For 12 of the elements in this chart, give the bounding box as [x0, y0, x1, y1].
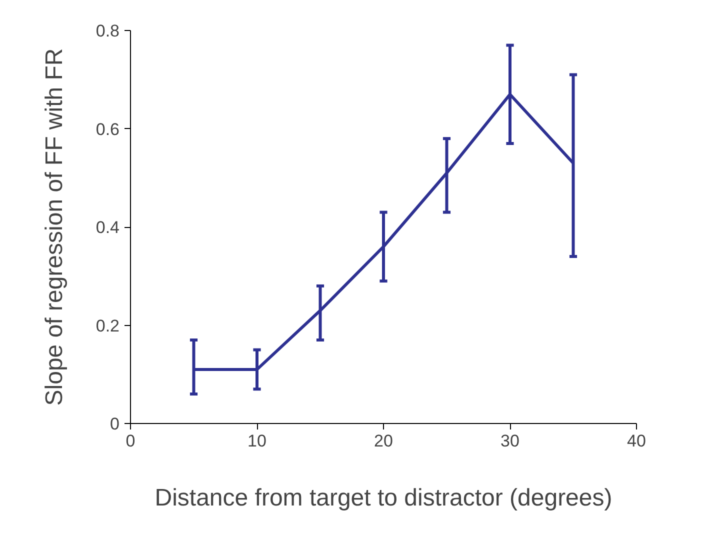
y-tick-label: 0.6 — [96, 120, 120, 139]
x-axis-title: Distance from target to distractor (degrees) — [154, 484, 612, 512]
x-tick-label: 0 — [126, 432, 136, 450]
y-tick-label: 0.2 — [96, 316, 120, 336]
y-tick-label: 0 — [110, 414, 120, 434]
y-tick-label: 0.8 — [96, 22, 120, 40]
x-tick-label: 30 — [500, 432, 520, 450]
x-tick-label: 10 — [248, 432, 266, 450]
x-tick-label: 20 — [374, 432, 393, 450]
y-tick-label: 0.4 — [96, 218, 120, 237]
x-tick-label: 40 — [627, 432, 646, 450]
y-axis-title: Slope of regression of FF with FR — [40, 48, 68, 406]
